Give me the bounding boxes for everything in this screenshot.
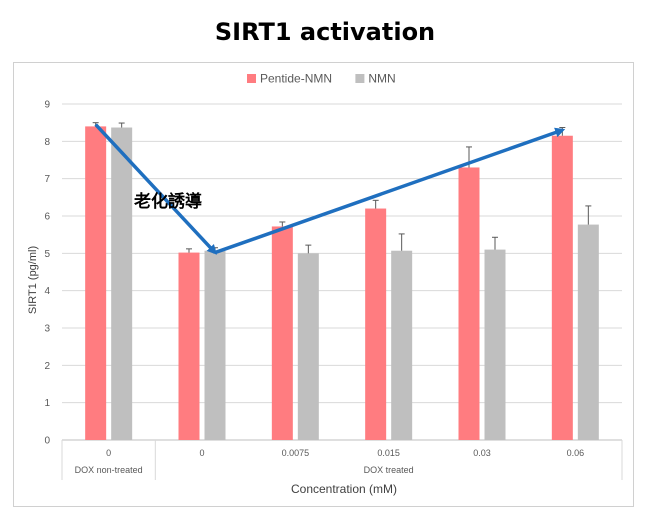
x-tick-label: 0.03	[473, 448, 491, 458]
x-tick-label: 0.06	[567, 448, 585, 458]
y-tick-label: 5	[44, 249, 50, 260]
y-tick-label: 4	[44, 286, 50, 297]
y-tick-label: 7	[44, 174, 50, 185]
bar-nmn	[391, 250, 413, 440]
chart-title: SIRT1 activation	[214, 18, 436, 46]
chart-frame: 0 1 2 3 4 5 6 7 8 9 0 0 0.0075 0.015 0.03 0.06 DOX non-…	[13, 62, 634, 507]
error-bars	[92, 122, 592, 254]
gridlines	[62, 103, 622, 441]
bar-nmn	[111, 127, 133, 441]
legend-label: NMN	[368, 72, 395, 86]
x-tick-label: 0.0075	[282, 448, 310, 458]
x-tick-label: 0	[199, 448, 204, 458]
y-tick-labels: 0 1 2 3 4 5 6 7 8 9	[44, 100, 50, 447]
annotation-label: 老化誘導	[133, 191, 202, 211]
bars	[85, 126, 599, 441]
x-group-label: DOX treated	[364, 465, 414, 475]
bar-pentide-nmn	[551, 135, 573, 440]
bar-nmn	[204, 250, 226, 440]
legend-swatch	[247, 74, 256, 83]
annotation-arrow	[94, 123, 218, 255]
bar-nmn	[297, 253, 319, 440]
y-tick-label: 1	[44, 398, 50, 409]
bar-pentide-nmn	[85, 126, 107, 441]
x-tick-label: 0	[106, 448, 111, 458]
y-tick-label: 8	[44, 137, 50, 148]
annotation	[94, 123, 566, 255]
y-tick-label: 6	[44, 212, 50, 223]
chart-plot: 0 1 2 3 4 5 6 7 8 9 0 0 0.0075 0.015 0.03 0.06 DOX non-…	[27, 72, 623, 496]
bar-nmn	[484, 249, 506, 440]
bar-pentide-nmn	[178, 252, 200, 440]
y-tick-label: 2	[44, 361, 50, 372]
x-group-label: DOX non-treated	[75, 465, 143, 475]
bar-pentide-nmn	[271, 226, 293, 440]
bar-nmn	[577, 224, 599, 440]
legend-label: Pentide-NMN	[260, 72, 332, 86]
y-tick-label: 3	[44, 324, 50, 335]
bar-pentide-nmn	[365, 208, 387, 440]
y-tick-label: 9	[44, 100, 50, 111]
x-tick-label: 0.015	[377, 448, 400, 458]
x-axis-label: Concentration (mM)	[291, 482, 397, 496]
y-axis-label: SIRT1 (pg/ml)	[27, 246, 39, 314]
legend-swatch	[355, 74, 365, 83]
y-tick-label: 0	[44, 436, 50, 447]
annotation-arrow	[214, 127, 566, 255]
bar-pentide-nmn	[458, 167, 480, 440]
legend: Pentide-NMN NMN	[247, 72, 396, 86]
x-axis: 0 0 0.0075 0.015 0.03 0.06 DOX non-treated DOX …	[61, 440, 623, 480]
